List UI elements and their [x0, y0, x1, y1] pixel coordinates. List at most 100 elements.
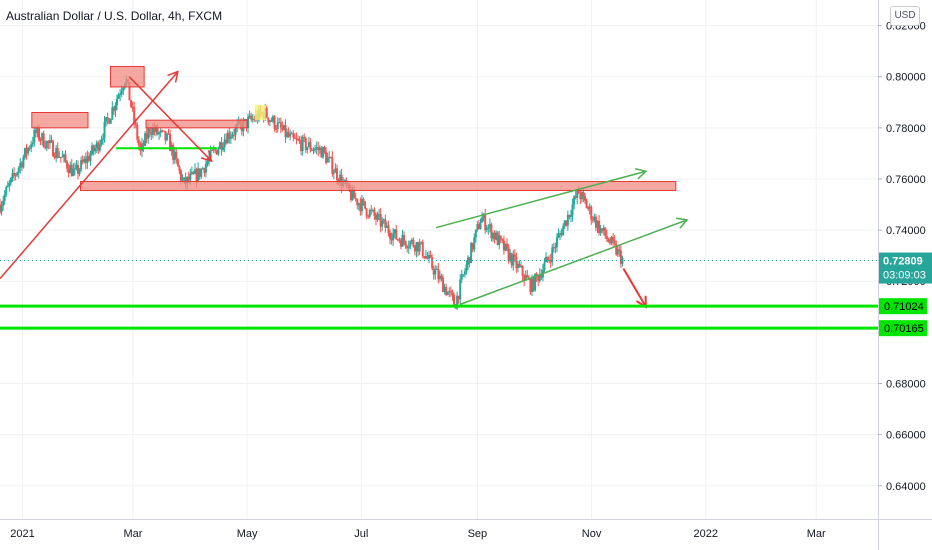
candle-body	[66, 161, 69, 169]
price-axis[interactable]: 0.820000.800000.780000.760000.740000.720…	[878, 0, 932, 550]
candle-body	[268, 120, 271, 123]
candle-body	[548, 259, 551, 261]
candle-body	[140, 143, 143, 151]
candle-body	[470, 243, 473, 264]
candle-body	[158, 132, 161, 135]
candle-body	[133, 106, 136, 123]
candle-body	[87, 156, 90, 161]
candle-body	[39, 139, 42, 141]
price-tick-label: 0.74000	[886, 225, 926, 237]
candle-body	[398, 239, 401, 241]
candle-body	[14, 175, 17, 177]
candle-body	[281, 127, 284, 130]
candle-body	[456, 295, 459, 309]
candle-body	[69, 164, 72, 174]
candle-body	[312, 149, 315, 151]
candle-body	[571, 204, 574, 216]
candle-body	[399, 240, 402, 247]
candle-body	[75, 164, 78, 168]
candles	[0, 75, 624, 310]
candle-body	[495, 232, 498, 240]
candle-body	[162, 130, 165, 132]
candle-body	[615, 243, 618, 255]
candle-body	[459, 279, 462, 300]
candle-body	[103, 121, 106, 139]
candle-body	[520, 265, 523, 267]
candle-body	[580, 192, 583, 200]
candle-body	[282, 124, 285, 130]
candle-body	[318, 147, 321, 151]
price-tick-label: 0.68000	[886, 378, 926, 390]
candle-body	[120, 91, 123, 94]
candle-body	[530, 278, 533, 292]
currency-button[interactable]: USD	[890, 6, 920, 26]
candle-body	[591, 219, 594, 221]
candle-body	[579, 193, 582, 200]
candle-body	[332, 172, 335, 174]
time-tick-label: Sep	[468, 528, 488, 540]
candle-body	[287, 132, 290, 137]
candle-body	[314, 148, 317, 150]
candle-body	[509, 253, 512, 261]
candle-body	[613, 240, 616, 244]
candle-body	[11, 172, 14, 178]
candle-body	[356, 198, 359, 206]
candle-body	[412, 239, 415, 247]
current-price-tag	[879, 252, 932, 284]
candle-body	[204, 164, 207, 173]
candle-body	[220, 142, 223, 150]
candle-body	[487, 226, 490, 229]
candle-body	[373, 209, 376, 217]
candle-body	[563, 220, 566, 227]
channel-arrow-head	[634, 167, 648, 180]
candle-body	[521, 265, 524, 276]
candle-body	[362, 199, 365, 202]
candle-body	[286, 132, 289, 138]
candle-body	[545, 256, 548, 263]
candle-body	[512, 254, 515, 266]
candle-body	[535, 273, 538, 276]
candle-body	[374, 216, 377, 220]
candle-body	[89, 154, 92, 161]
candle-body	[599, 228, 602, 233]
candle-body	[165, 133, 168, 141]
candle-body	[151, 127, 154, 135]
candle-body	[62, 154, 65, 157]
candle-body	[194, 169, 197, 174]
candle-body	[534, 273, 537, 291]
time-axis[interactable]: 2021 Mar May Jul Sep Nov 2022 Mar	[0, 519, 932, 541]
red-arrow-head	[200, 150, 213, 163]
candle-body	[298, 139, 301, 142]
candle-body	[317, 147, 320, 151]
candle-body	[315, 147, 318, 149]
candle-body	[17, 167, 20, 173]
candle-body	[95, 142, 98, 149]
candle-body	[596, 220, 599, 228]
price-tick-label: 0.76000	[886, 174, 926, 186]
price-tick-label: 0.80000	[886, 72, 926, 84]
candle-body	[555, 237, 558, 248]
candle-body	[200, 169, 203, 177]
candle-body	[431, 257, 434, 269]
candle-body	[222, 147, 225, 150]
candle-body	[368, 210, 371, 217]
candle-body	[484, 214, 487, 231]
candle-body	[84, 158, 87, 164]
candle-body	[568, 214, 571, 217]
candle-body	[598, 220, 601, 233]
candle-body	[396, 239, 399, 241]
candle-body	[588, 206, 591, 209]
candle-body	[206, 161, 209, 165]
candle-body	[116, 98, 119, 106]
candle-body	[156, 126, 159, 135]
candle-body	[289, 133, 292, 137]
candle-body	[27, 147, 30, 154]
candle-body	[323, 147, 326, 153]
candle-body	[326, 157, 329, 163]
candle-body	[218, 142, 221, 149]
candle-body	[33, 129, 36, 143]
candle-body	[445, 286, 448, 296]
channel-arrow-head	[676, 217, 689, 229]
candle-body	[420, 241, 423, 244]
candle-body	[247, 117, 250, 128]
